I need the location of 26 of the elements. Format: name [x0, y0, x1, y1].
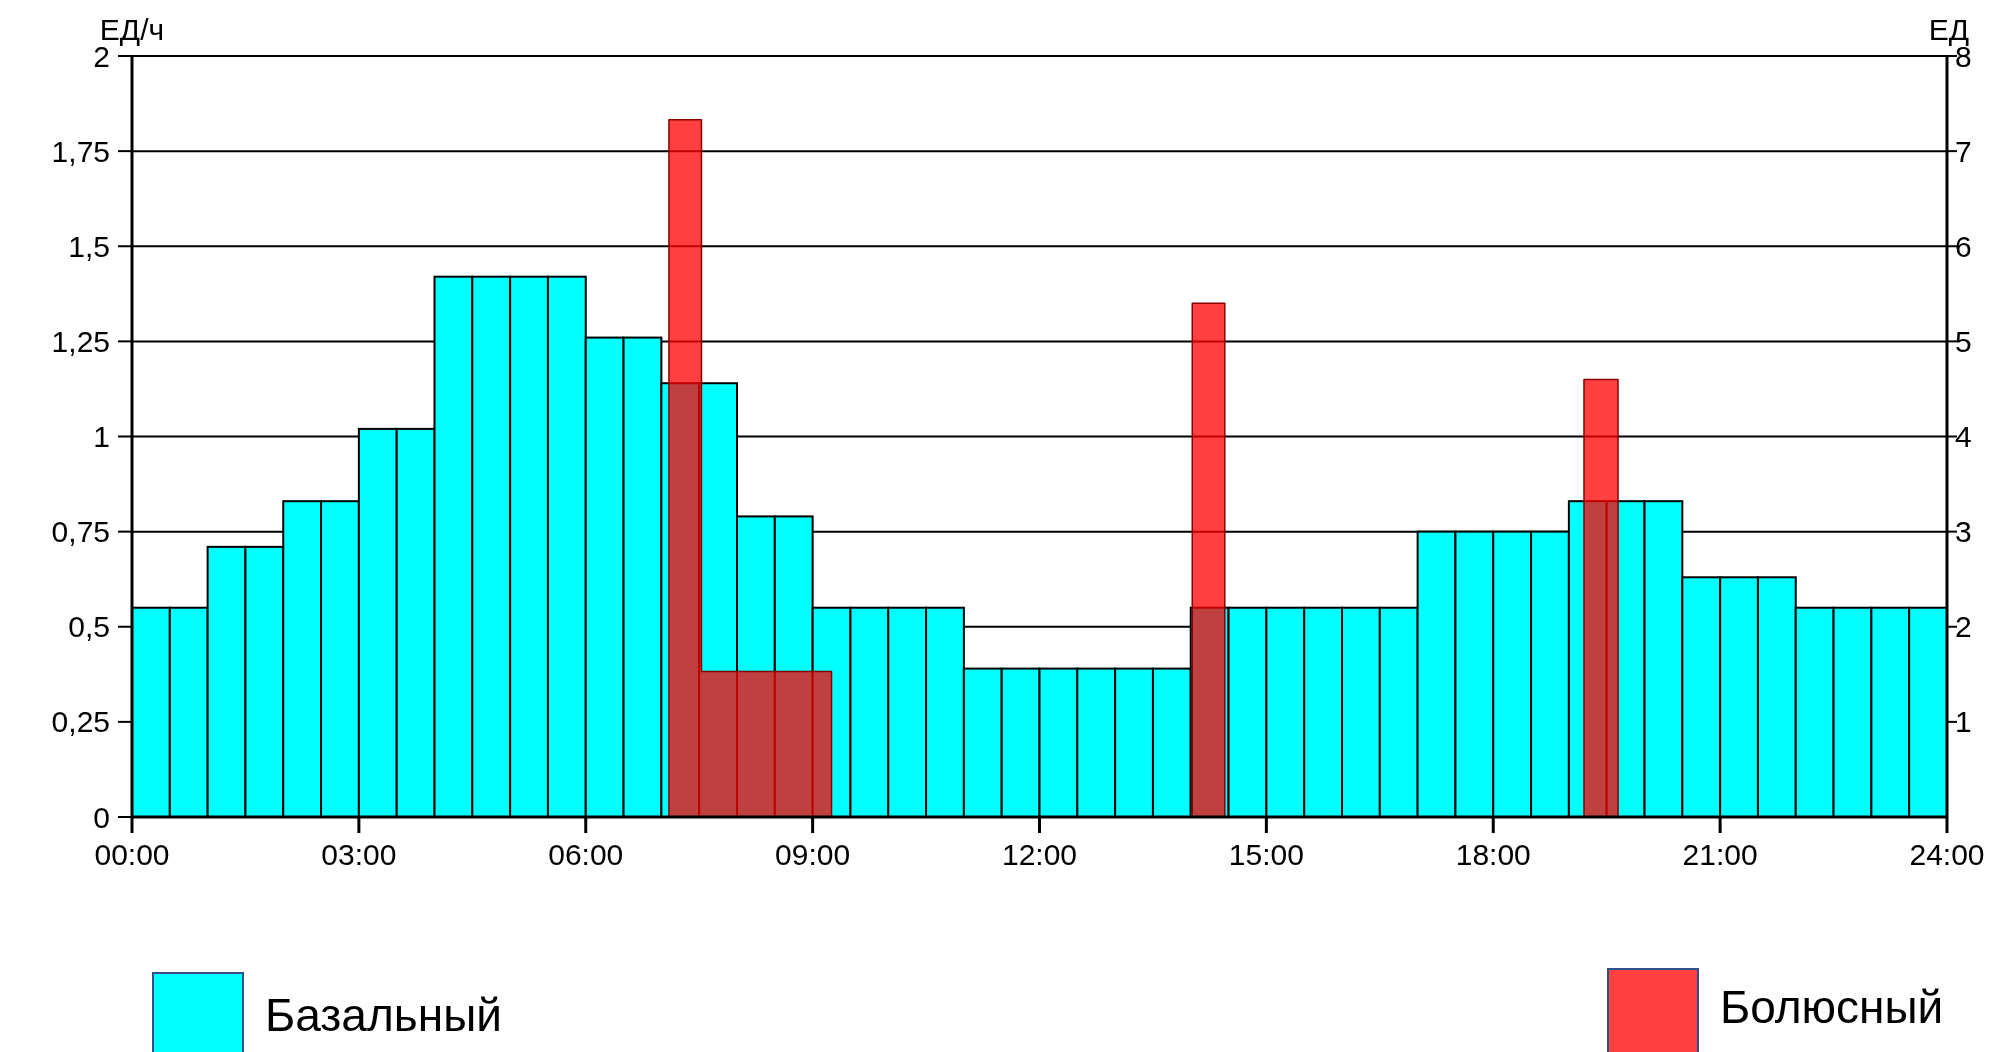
- y-tick-label: 1,75: [51, 134, 110, 168]
- x-tick-label: 18:00: [1455, 838, 1531, 871]
- x-tick-label: 09:00: [775, 838, 851, 871]
- y-tick-label: 0,75: [51, 515, 110, 549]
- y2-tick-label: 5: [1955, 324, 1972, 358]
- x-tick-label: 12:00: [1001, 838, 1078, 871]
- y-tick-label: 1: [93, 420, 110, 453]
- y2-tick-label: 3: [1955, 515, 1972, 549]
- y2-tick-label: 1: [1955, 705, 1972, 739]
- y2-tick-label: 7: [1955, 134, 1972, 168]
- x-tick-label: 21:00: [1682, 838, 1758, 871]
- y2-tick-label: 4: [1955, 420, 1972, 453]
- y-tick-label: 1,25: [51, 324, 110, 358]
- x-tick-label: 00:00: [94, 838, 170, 871]
- x-tick-label: 24:00: [1909, 838, 1985, 871]
- legend-label: Базальный: [265, 989, 502, 1041]
- y-tick-label: 1,5: [68, 229, 110, 263]
- y-tick-label: 0: [93, 800, 110, 834]
- y2-tick-label: 2: [1955, 610, 1972, 644]
- y-tick-label: 0,5: [68, 610, 110, 644]
- legend-label: Болюсный: [1720, 981, 1944, 1033]
- y-tick-label: 0,25: [51, 705, 110, 739]
- y2-tick-label: 6: [1955, 229, 1972, 263]
- x-tick-label: 06:00: [548, 838, 624, 871]
- x-tick-label: 03:00: [321, 838, 397, 871]
- x-tick-label: 15:00: [1228, 838, 1304, 871]
